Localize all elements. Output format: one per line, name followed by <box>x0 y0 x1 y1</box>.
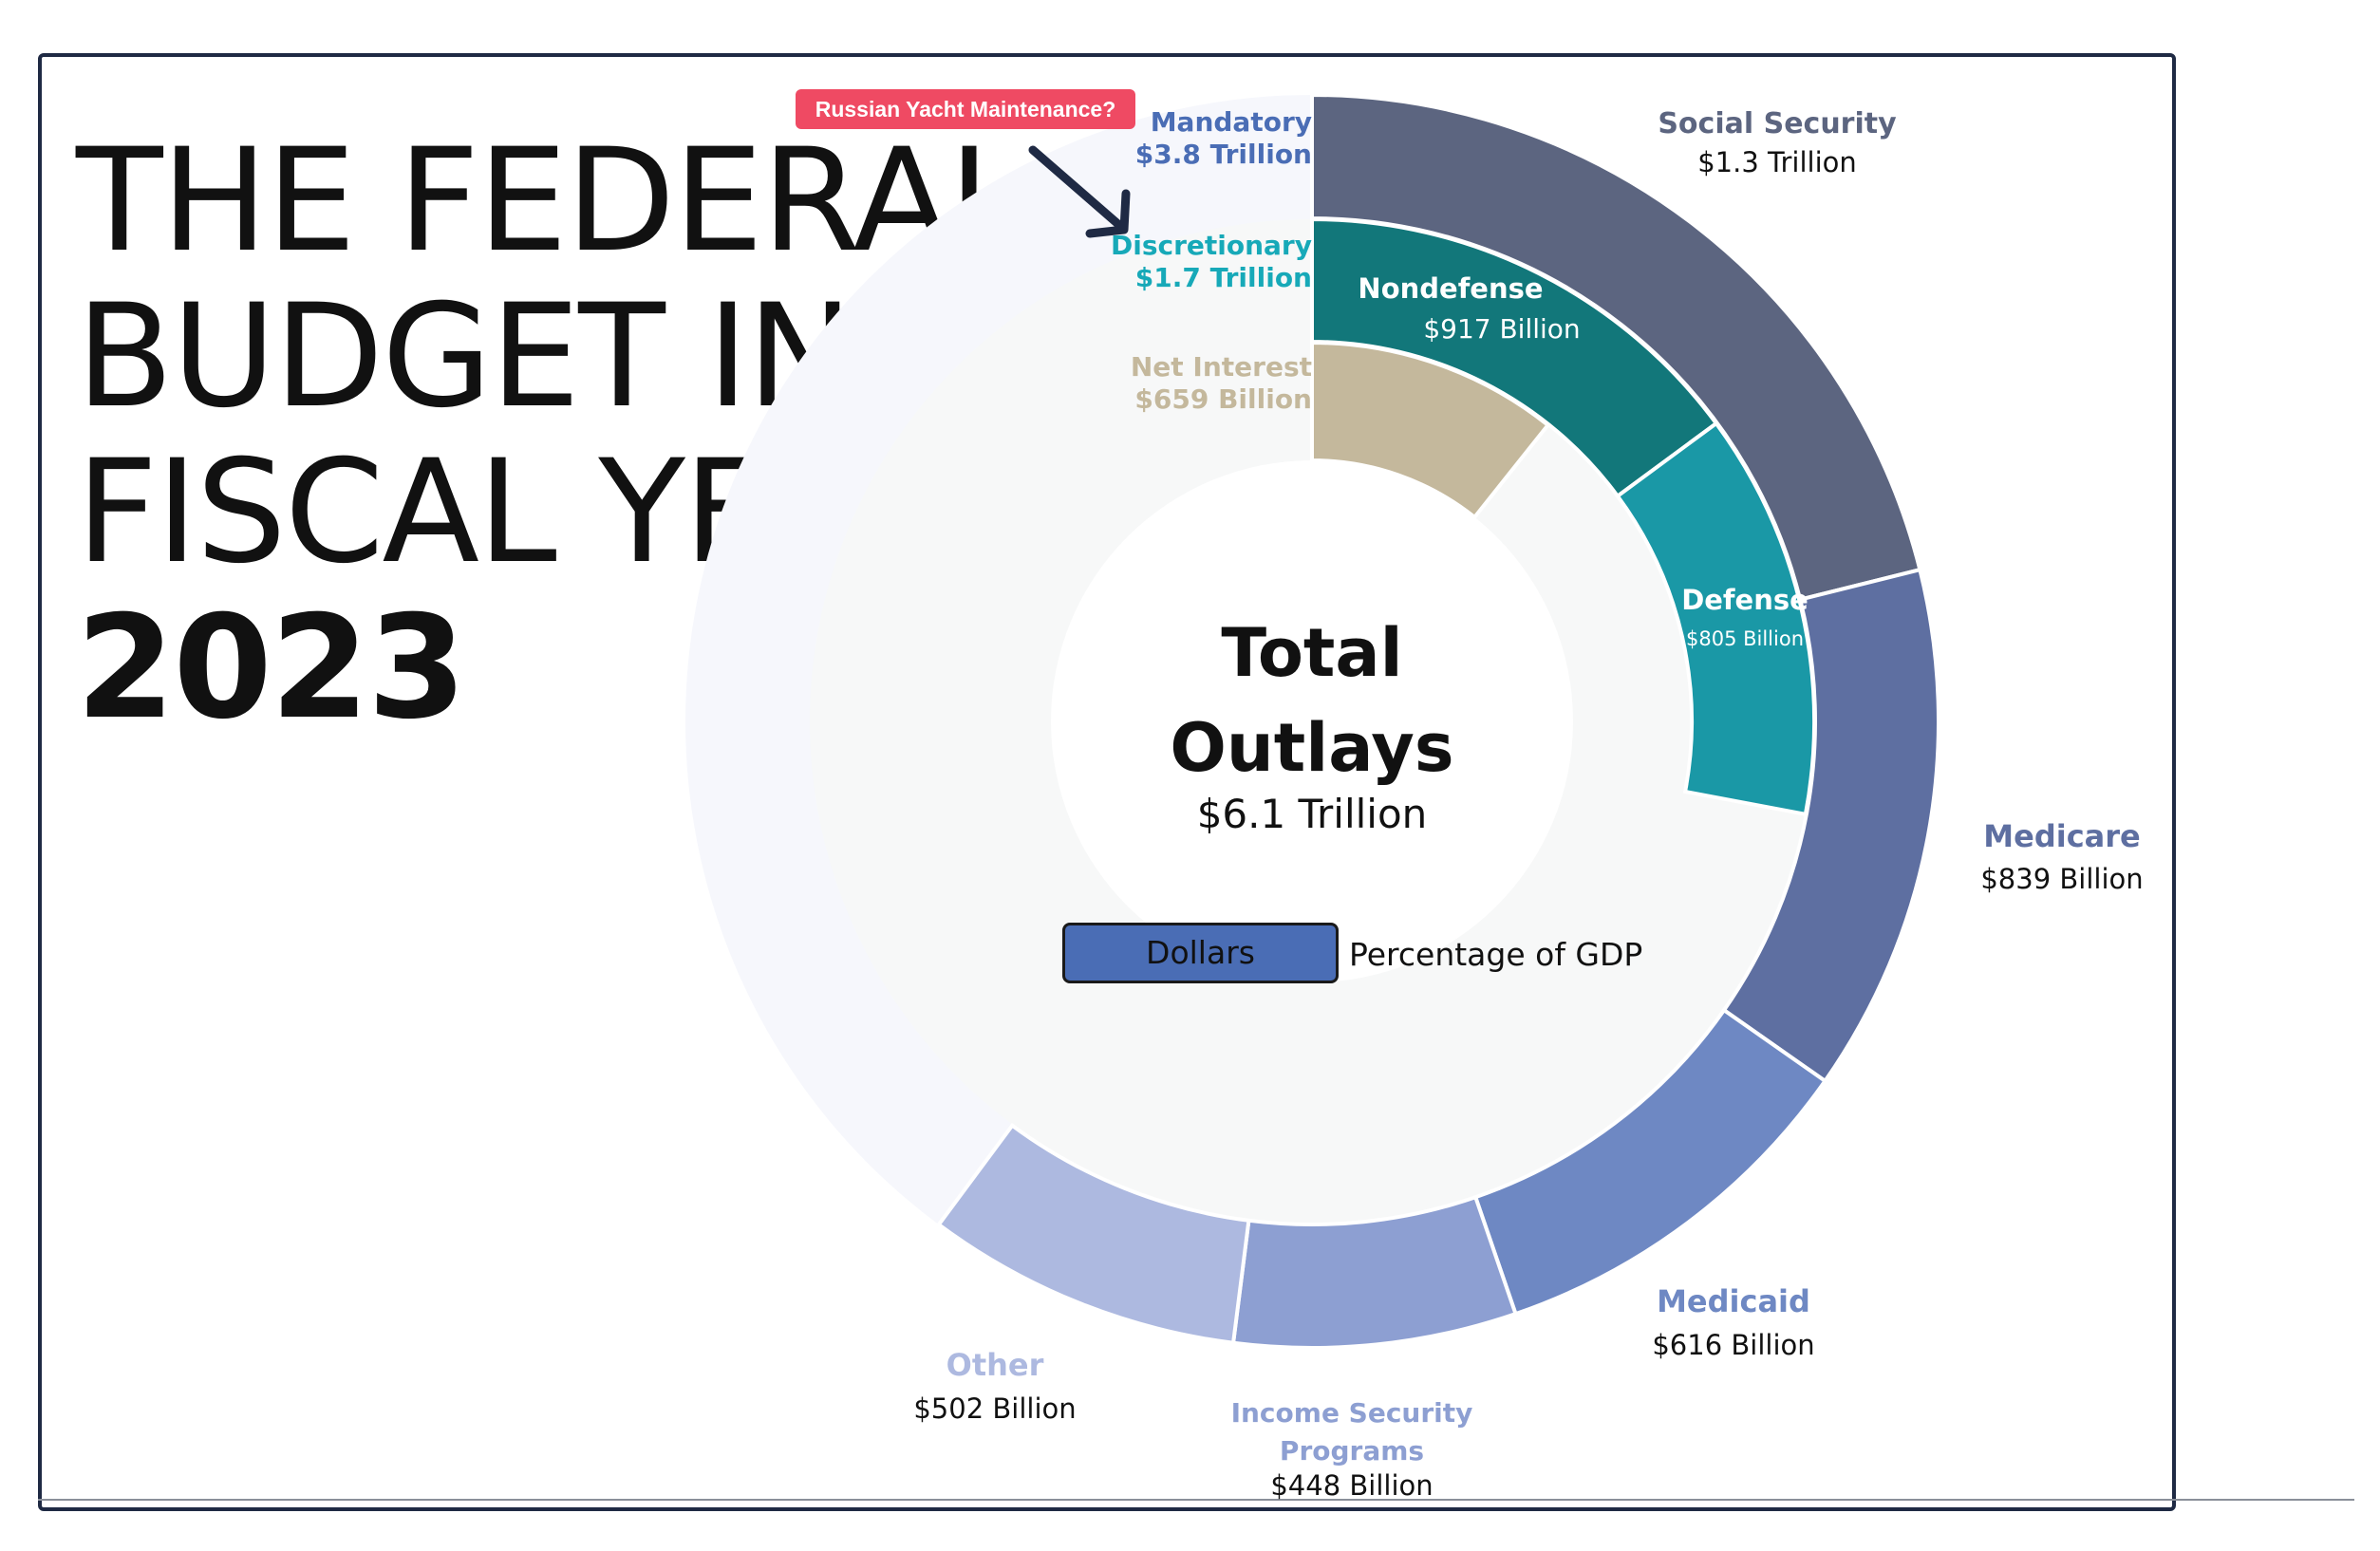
label-net-interest-value: $659 Billion <box>1134 383 1312 415</box>
label-nondefense-name: Nondefense <box>1358 272 1543 305</box>
label-other-name: Other <box>946 1347 1044 1383</box>
title-year: 2023 <box>76 586 466 751</box>
label-income-security-value: $448 Billion <box>1270 1469 1433 1502</box>
yacht-callout: Russian Yacht Maintenance? <box>796 89 1135 129</box>
label-mandatory-value: $3.8 Trillion <box>1135 139 1312 170</box>
label-net-interest-name: Net Interest <box>1131 351 1312 383</box>
label-income-security-name-1: Income Security <box>1231 1397 1473 1429</box>
label-mandatory-name: Mandatory <box>1151 106 1312 138</box>
label-medicare-name: Medicare <box>1983 818 2140 854</box>
title-line-2: BUDGET IN <box>76 274 853 439</box>
title-line-1: THE FEDERAL <box>76 119 1028 284</box>
bottom-divider <box>38 1499 2354 1501</box>
segment-other[interactable] <box>936 1122 1251 1346</box>
center-title-line-2: Outlays <box>1170 709 1453 787</box>
label-medicaid-name: Medicaid <box>1657 1283 1810 1319</box>
center-title-line-1: Total <box>1221 614 1402 692</box>
label-nondefense-value: $917 Billion <box>1423 313 1580 345</box>
gdp-toggle-button[interactable]: Percentage of GDP <box>1349 936 1643 973</box>
center-total-value: $6.1 Trillion <box>1197 791 1428 837</box>
segment-defense[interactable] <box>1615 420 1816 817</box>
label-discretionary-value: $1.7 Trillion <box>1135 262 1312 293</box>
label-other-value: $502 Billion <box>913 1392 1076 1425</box>
chart-labels: Mandatory $3.8 Trillion Discretionary $1… <box>913 106 2143 1502</box>
chart-frame <box>38 53 2176 1511</box>
dollars-toggle-button[interactable]: Dollars <box>1062 923 1339 983</box>
segment-net-interest[interactable] <box>1310 340 1551 520</box>
label-social-security-value: $1.3 Trillion <box>1697 146 1857 178</box>
label-defense-name: Defense <box>1681 584 1808 616</box>
label-social-security-name: Social Security <box>1658 107 1897 140</box>
label-medicaid-value: $616 Billion <box>1652 1329 1814 1361</box>
label-medicare-value: $839 Billion <box>1980 863 2143 895</box>
chart-segments <box>936 92 1940 1350</box>
label-discretionary-name: Discretionary <box>1111 230 1312 261</box>
center-hole <box>1051 460 1573 982</box>
annotation-arrow <box>1028 145 1131 238</box>
label-defense-value: $805 Billion <box>1686 627 1804 650</box>
label-income-security-name-2: Programs <box>1280 1435 1424 1467</box>
